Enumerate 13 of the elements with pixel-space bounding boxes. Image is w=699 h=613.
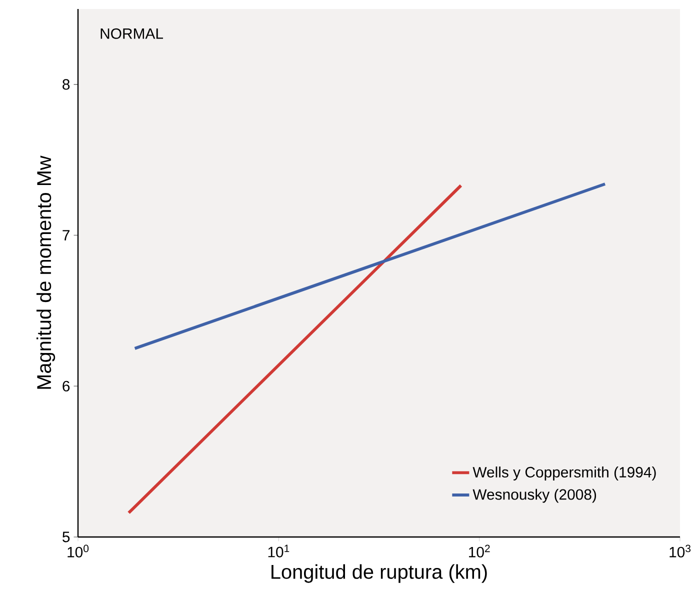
y-tick-label: 5 <box>62 532 70 542</box>
x-tick-label: 10$^{2}$ <box>469 544 490 558</box>
annotation: NORMAL <box>100 28 164 39</box>
y-axis-title: Magnitud de momento Mw <box>36 156 56 389</box>
legend-label: Wesnousky (2008) <box>472 488 596 503</box>
y-tick-label: 8 <box>62 79 70 90</box>
y-tick-label: 6 <box>62 380 70 392</box>
y-tick-label: 7 <box>62 230 70 240</box>
x-tick-label: 10$^{3}$ <box>670 544 691 558</box>
x-tick-label: 10$^{1}$ <box>268 544 290 558</box>
legend-label: Wells y Coppersmith (1994) <box>472 466 656 480</box>
x-tick-label: 10$^{0}$ <box>68 544 89 558</box>
x-axis-title: Longitud de ruptura (km) <box>272 564 487 583</box>
